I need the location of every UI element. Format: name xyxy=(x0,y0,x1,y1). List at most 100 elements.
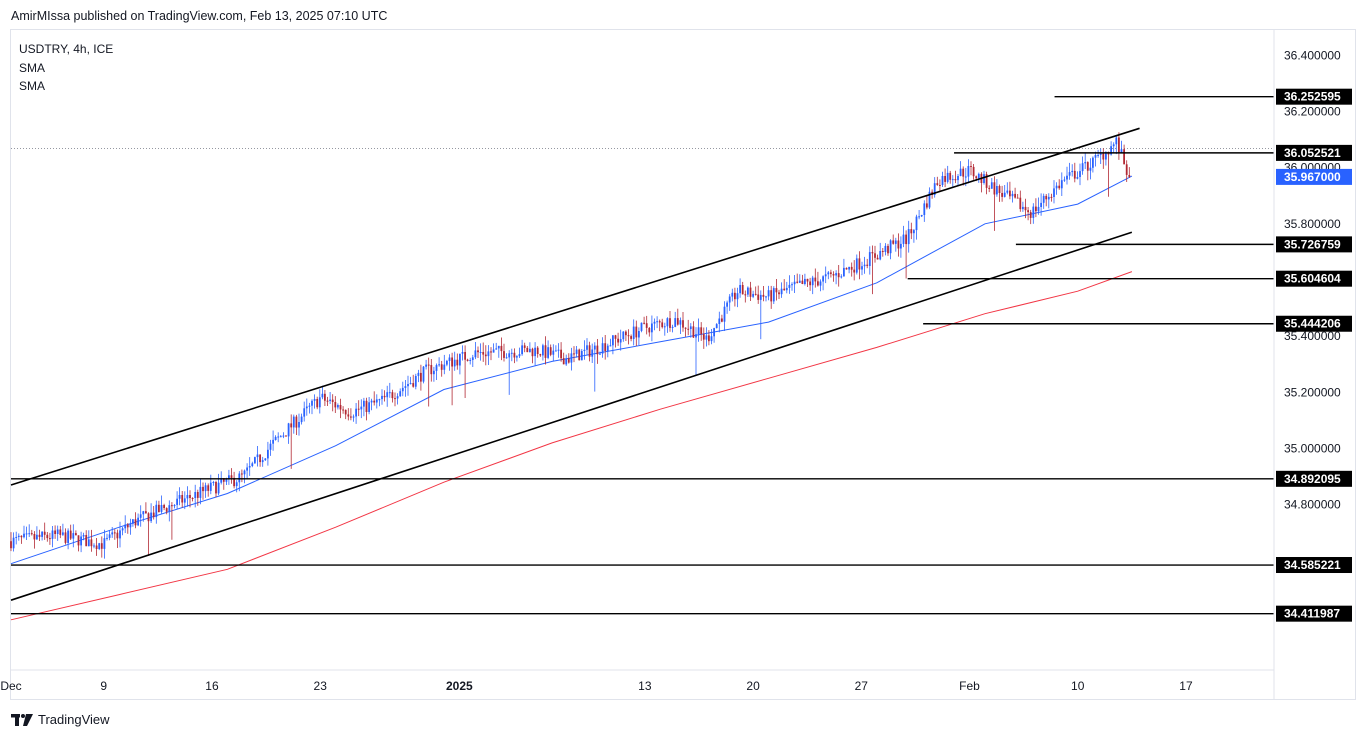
candle-body xyxy=(721,318,723,322)
candle-body xyxy=(394,398,396,400)
candle-body xyxy=(752,293,754,297)
legend-sma-2[interactable]: SMA xyxy=(19,79,46,93)
candle-body xyxy=(261,460,264,463)
candle-body xyxy=(736,293,739,300)
candle-body xyxy=(222,478,225,482)
candle-body xyxy=(373,400,376,403)
candle-body xyxy=(321,393,324,398)
candle-body xyxy=(98,543,101,549)
level-label-box xyxy=(1276,88,1352,105)
candle-body xyxy=(536,347,539,354)
candle-body xyxy=(757,294,760,300)
candle-body xyxy=(357,408,360,410)
candle-body xyxy=(217,482,220,494)
candle-body xyxy=(274,436,277,440)
candle-body xyxy=(972,166,975,177)
candle-body xyxy=(534,347,536,357)
tradingview-footer[interactable]: TradingView xyxy=(11,712,110,727)
candle-body xyxy=(383,395,386,398)
candle-body xyxy=(907,229,910,245)
candle-body xyxy=(482,352,485,355)
candle-body xyxy=(471,357,474,360)
candle-body xyxy=(640,322,643,331)
candle-body xyxy=(171,505,173,507)
level-label: 36.052521 xyxy=(1284,146,1341,160)
candle-body xyxy=(69,530,72,539)
candle-body xyxy=(168,505,171,512)
candle-body xyxy=(212,482,215,483)
x-tick-label: 20 xyxy=(746,679,760,693)
candle-body xyxy=(990,182,993,189)
x-tick-label: 23 xyxy=(314,679,328,693)
candle-body xyxy=(770,290,773,302)
candle-body xyxy=(246,467,248,471)
candle-body xyxy=(30,533,33,535)
x-tick-label: Feb xyxy=(959,679,980,693)
candle-body xyxy=(15,537,18,538)
candle-body xyxy=(853,269,856,273)
candle-body xyxy=(586,345,588,350)
candle-body xyxy=(505,357,508,359)
candle-body xyxy=(946,172,949,182)
candle-body xyxy=(308,405,311,407)
candle-body xyxy=(614,335,617,339)
candle-body xyxy=(347,414,350,417)
candle-body xyxy=(840,276,843,278)
candle-body xyxy=(412,383,415,387)
level-label-box xyxy=(1276,605,1352,622)
candle-body xyxy=(632,326,635,339)
candle-body xyxy=(539,354,542,356)
candle-body xyxy=(446,360,448,365)
candle-body xyxy=(918,216,920,218)
candle-body xyxy=(894,240,897,244)
candle-body xyxy=(710,336,713,342)
candle-body xyxy=(1081,163,1084,172)
x-tick-label: 10 xyxy=(1071,679,1085,693)
candle-body xyxy=(674,318,677,327)
candle-body xyxy=(521,345,523,355)
candle-body xyxy=(881,251,884,252)
candle-body xyxy=(695,334,697,338)
candle-body xyxy=(578,349,581,361)
candle-body xyxy=(1055,185,1058,189)
candle-body xyxy=(822,276,824,282)
candle-body xyxy=(20,535,23,538)
candle-body xyxy=(375,399,378,403)
candle-body xyxy=(220,478,223,483)
legend-sma-1[interactable]: SMA xyxy=(19,60,46,75)
legend-symbol[interactable]: USDTRY, 4h, ICE xyxy=(19,42,114,56)
candle-body xyxy=(176,498,178,505)
candle-body xyxy=(1006,190,1009,193)
candle-body xyxy=(954,179,957,181)
candle-body xyxy=(1120,149,1123,153)
candle-body xyxy=(827,272,830,275)
candle-body xyxy=(985,174,988,188)
candle-body xyxy=(87,539,90,547)
candle-body xyxy=(54,530,56,534)
candle-body xyxy=(49,538,51,540)
candle-body xyxy=(998,186,1001,193)
candle-body xyxy=(313,399,316,401)
candle-body xyxy=(1105,151,1107,160)
candle-body xyxy=(344,409,347,415)
candle-body xyxy=(526,347,529,353)
x-tick-label: 16 xyxy=(205,679,219,693)
y-tick-label: 34.800000 xyxy=(1284,498,1341,512)
candle-body xyxy=(342,409,344,411)
candle-body xyxy=(186,495,189,499)
candle-body xyxy=(996,186,998,195)
x-tick-label: 17 xyxy=(1179,679,1193,693)
candle-body xyxy=(1009,190,1011,197)
candle-body xyxy=(453,359,456,367)
candle-body xyxy=(767,290,770,297)
candle-body xyxy=(150,512,152,522)
candle-body xyxy=(593,345,596,350)
candle-body xyxy=(160,505,163,512)
candle-body xyxy=(518,354,521,357)
candle-body xyxy=(788,284,791,288)
candle-body xyxy=(155,504,158,518)
tradingview-logo-icon xyxy=(11,713,33,726)
candle-body xyxy=(503,351,505,358)
candle-body xyxy=(139,514,142,518)
